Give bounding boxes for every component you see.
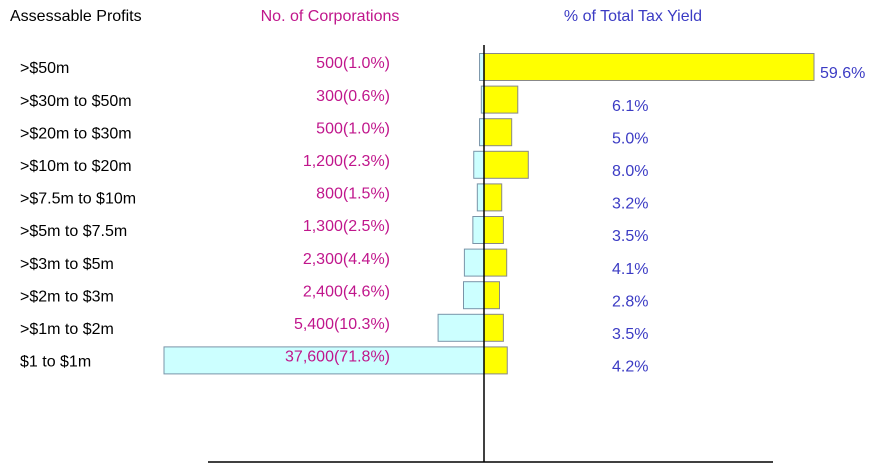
category-label: $1 to $1m (20, 354, 91, 371)
bar (483, 346, 508, 375)
category-label: >$3m to $5m (20, 256, 114, 273)
data-label: 59.6% (820, 65, 865, 82)
bar (462, 281, 485, 310)
legend-entry: % of Total Tax Yield (564, 8, 702, 25)
bar (472, 216, 485, 244)
data-label: 37,600(71.8%) (285, 349, 390, 366)
data-label: 3.2% (612, 196, 648, 213)
data-label: 4.2% (612, 359, 648, 376)
bar (483, 313, 504, 342)
bar (476, 183, 485, 212)
bar (483, 53, 815, 81)
data-label: 300(0.6%) (316, 88, 390, 105)
category-label: >$50m (20, 60, 69, 77)
bar (483, 248, 508, 277)
bar (483, 183, 503, 212)
data-label: 4.1% (612, 261, 648, 278)
data-label: 5.0% (612, 130, 648, 147)
bar (483, 150, 529, 179)
category-label: >$20m to $30m (20, 125, 132, 142)
data-label: 3.5% (612, 228, 648, 245)
category-label: >$30m to $50m (20, 93, 132, 110)
category-label: >$1m to $2m (20, 321, 114, 338)
legend-entry: No. of Corporations (261, 8, 400, 25)
data-label: 8.0% (612, 163, 648, 180)
category-label: >$2m to $3m (20, 288, 114, 305)
bar (473, 150, 485, 179)
data-label: 6.1% (612, 98, 648, 115)
bar (483, 85, 519, 114)
bar (163, 346, 485, 375)
data-label: 2.8% (612, 293, 648, 310)
category-label: >$7.5m to $10m (20, 191, 136, 208)
category-label: >$10m to $20m (20, 158, 132, 175)
data-label: 1,200(2.3%) (303, 153, 390, 170)
category-axis-title: Assessable Profits (10, 8, 142, 25)
category-label: >$5m to $7.5m (20, 223, 127, 240)
data-label: 1,300(2.5%) (303, 218, 390, 235)
data-label: 500(1.0%) (316, 120, 390, 137)
data-label: 3.5% (612, 326, 648, 343)
data-label: 5,400(10.3%) (294, 316, 390, 333)
bar (483, 118, 513, 147)
data-label: 500(1.0%) (316, 55, 390, 72)
bar (437, 313, 485, 342)
bar (483, 281, 501, 310)
data-label: 2,300(4.4%) (303, 251, 390, 268)
bar (463, 248, 485, 277)
bar (483, 216, 504, 244)
data-label: 2,400(4.6%) (303, 283, 390, 300)
data-label: 800(1.5%) (316, 186, 390, 203)
